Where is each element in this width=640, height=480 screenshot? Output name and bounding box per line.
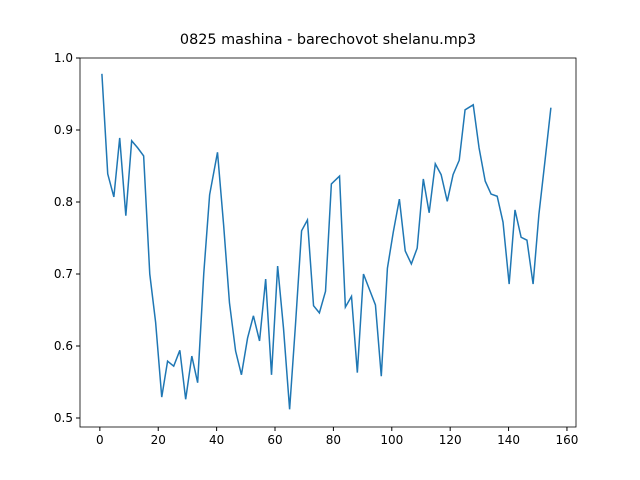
y-tick-label: 0.8 [54, 195, 73, 209]
plot-frame [79, 57, 577, 428]
y-tick-label: 0.5 [54, 411, 73, 425]
chart-title: 0825 mashina - barechovot shelanu.mp3 [180, 32, 476, 48]
y-tick-label: 0.6 [54, 339, 73, 353]
y-tick-label: 0.9 [54, 123, 73, 137]
x-tick-label: 140 [497, 433, 520, 447]
x-tick-label: 0 [96, 433, 104, 447]
x-tick-label: 60 [267, 433, 282, 447]
x-tick-label: 20 [151, 433, 166, 447]
x-tick-label: 160 [555, 433, 578, 447]
x-tick-label: 120 [439, 433, 462, 447]
x-tick-label: 40 [209, 433, 224, 447]
y-tick-label: 0.7 [54, 267, 73, 281]
x-tick-label: 80 [326, 433, 341, 447]
y-tick-label: 1.0 [54, 51, 73, 65]
data-line [101, 73, 552, 410]
x-tick-label: 100 [380, 433, 403, 447]
